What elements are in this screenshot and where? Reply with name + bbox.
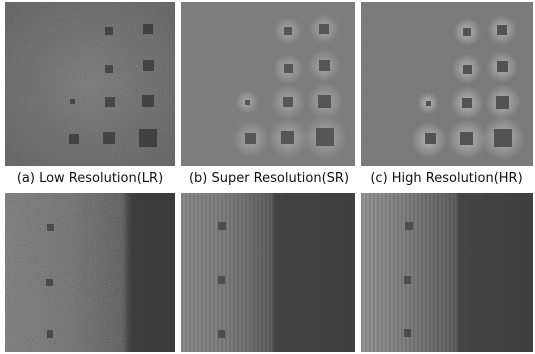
sr-squares <box>245 24 334 146</box>
caption-lr: (a) Low Resolution(LR) <box>16 171 164 186</box>
caption-hr: (c) High Resolution(HR) <box>370 171 523 186</box>
top-lr-image <box>5 2 175 166</box>
top-sr-image <box>181 2 355 166</box>
bottom-sr-image <box>181 193 355 352</box>
bottom-hr-image <box>361 193 533 352</box>
hr-squares <box>425 25 512 147</box>
caption-sr: (b) Super Resolution(SR) <box>188 171 350 186</box>
top-hr-image <box>361 2 533 166</box>
bottom-lr-image <box>5 193 175 352</box>
